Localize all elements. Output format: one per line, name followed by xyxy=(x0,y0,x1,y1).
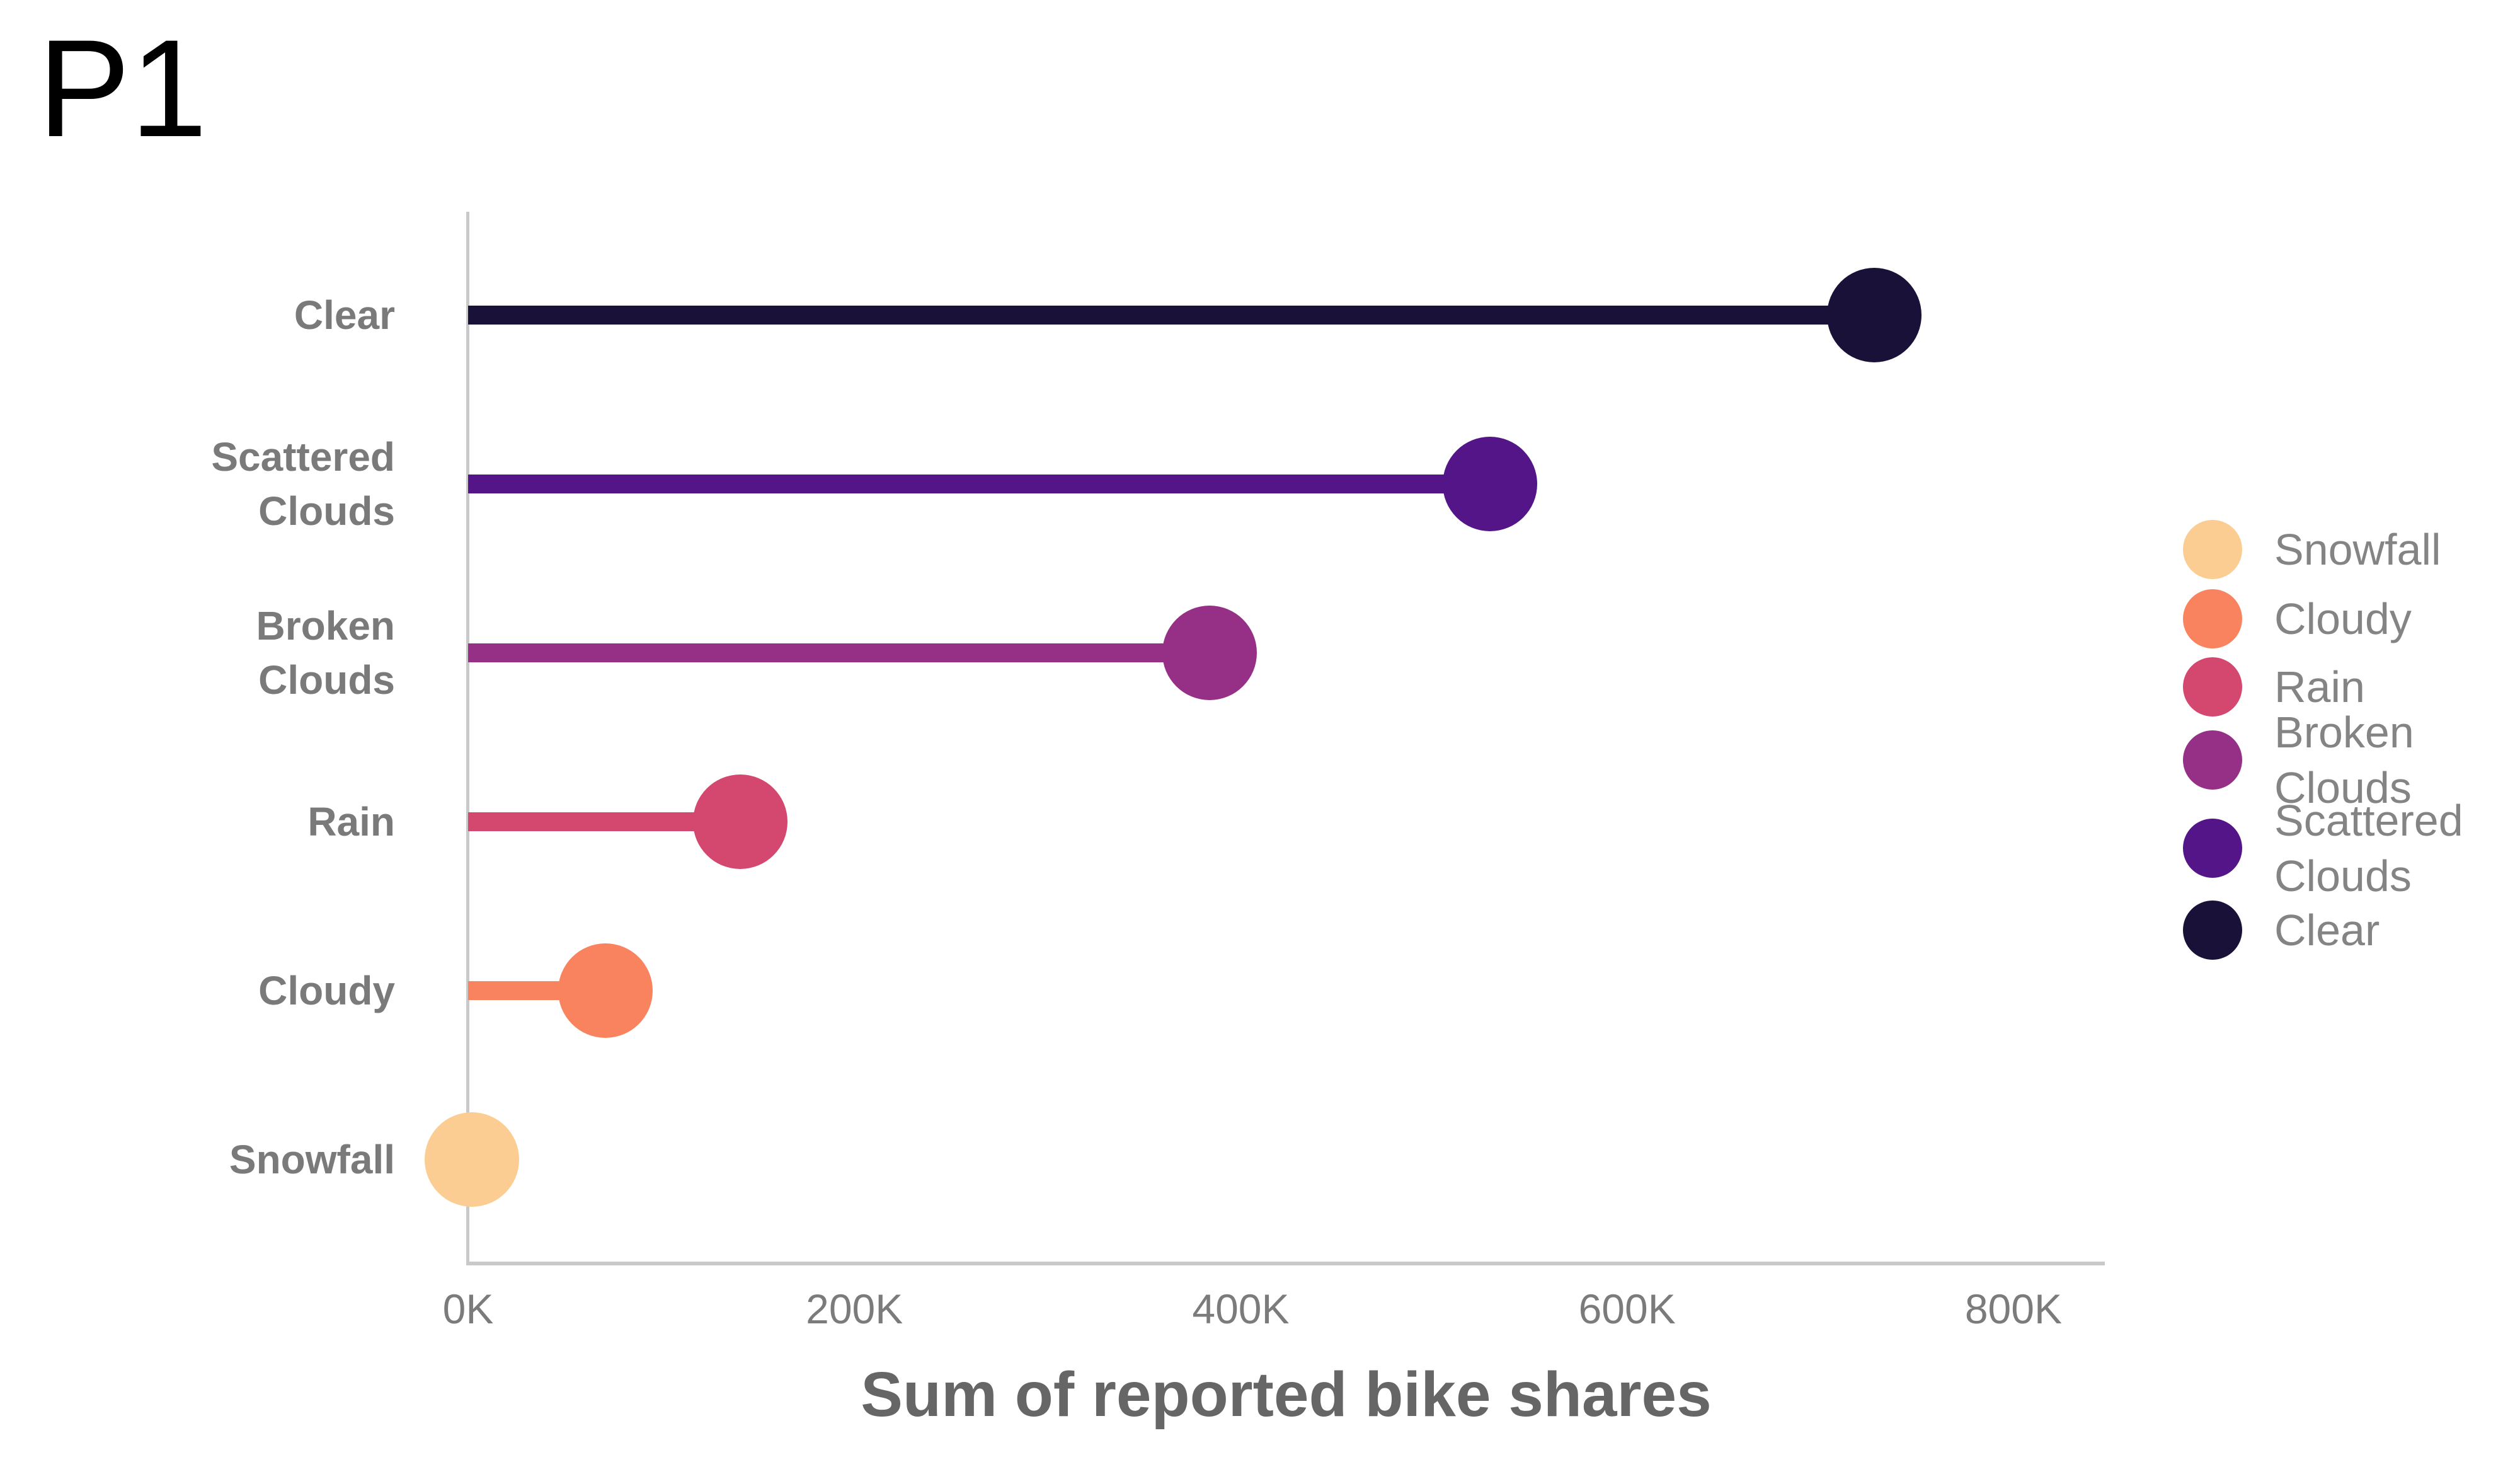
page-title: P1 xyxy=(38,11,208,166)
x-axis-title: Sum of reported bike shares xyxy=(861,1359,1712,1430)
legend-swatch-broken-clouds xyxy=(2183,730,2242,790)
lollipop-dot-cloudy[interactable] xyxy=(558,943,653,1038)
y-axis-label-cloudy: Cloudy xyxy=(258,968,395,1013)
legend-label-rain: Rain xyxy=(2274,662,2365,711)
x-axis-line xyxy=(466,1262,2105,1265)
x-tick-label-600k: 600K xyxy=(1578,1286,1676,1332)
legend-swatch-rain xyxy=(2183,657,2242,717)
y-axis-label-rain: Rain xyxy=(307,799,395,844)
legend-swatch-clear xyxy=(2183,901,2242,960)
lollipop-dot-scattered-clouds[interactable] xyxy=(1442,437,1537,531)
lollipop-dot-clear[interactable] xyxy=(1827,268,1922,362)
legend-swatch-snowfall xyxy=(2183,520,2242,579)
lollipop-stem-clear xyxy=(468,306,1875,325)
y-axis-label-clear: Clear xyxy=(294,292,395,338)
legend-label-scattered-clouds: Scattered Clouds xyxy=(2274,796,2463,901)
legend-swatch-scattered-clouds xyxy=(2183,819,2242,878)
y-axis-label-scattered-clouds: Scattered Clouds xyxy=(211,434,395,534)
legend-label-clear: Clear xyxy=(2274,906,2380,955)
lollipop-dot-rain[interactable] xyxy=(693,774,788,869)
legend-label-broken-clouds: Broken Clouds xyxy=(2274,708,2414,812)
legend-swatch-cloudy xyxy=(2183,589,2242,648)
x-tick-label-800k: 800K xyxy=(1964,1286,2062,1332)
legend-label-cloudy: Cloudy xyxy=(2274,594,2412,643)
lollipop-dot-snowfall[interactable] xyxy=(425,1112,520,1207)
lollipop-stem-broken-clouds xyxy=(468,643,1210,662)
y-axis-line xyxy=(466,212,469,1265)
y-axis-label-snowfall: Snowfall xyxy=(229,1137,395,1182)
x-tick-label-200k: 200K xyxy=(806,1286,903,1332)
x-tick-label-0k: 0K xyxy=(442,1286,494,1332)
x-tick-label-400k: 400K xyxy=(1192,1286,1290,1332)
y-axis-label-broken-clouds: Broken Clouds xyxy=(256,603,396,703)
lollipop-dot-broken-clouds[interactable] xyxy=(1162,606,1257,700)
lollipop-stem-scattered-clouds xyxy=(468,475,1490,493)
legend-label-snowfall: Snowfall xyxy=(2274,525,2441,574)
